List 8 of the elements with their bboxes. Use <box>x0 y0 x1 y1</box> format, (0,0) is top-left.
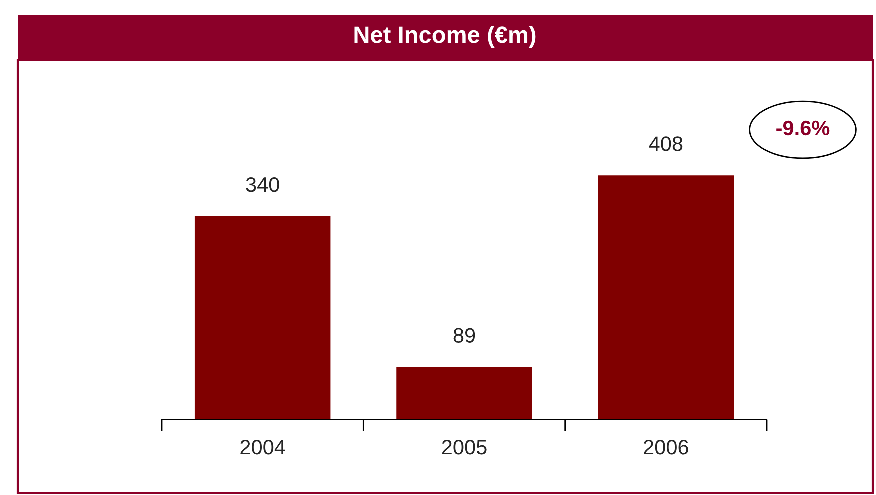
data-label: 340 <box>246 177 280 192</box>
data-label: 408 <box>649 136 683 152</box>
x-tick-label: 2004 <box>240 440 286 455</box>
data-label: 89 <box>454 328 476 343</box>
text: -9.6% <box>776 120 830 136</box>
chart-title: Net Income (€m) <box>354 26 536 48</box>
x-tick-label: 2005 <box>442 440 487 455</box>
x-tick-label: 2006 <box>644 440 688 455</box>
